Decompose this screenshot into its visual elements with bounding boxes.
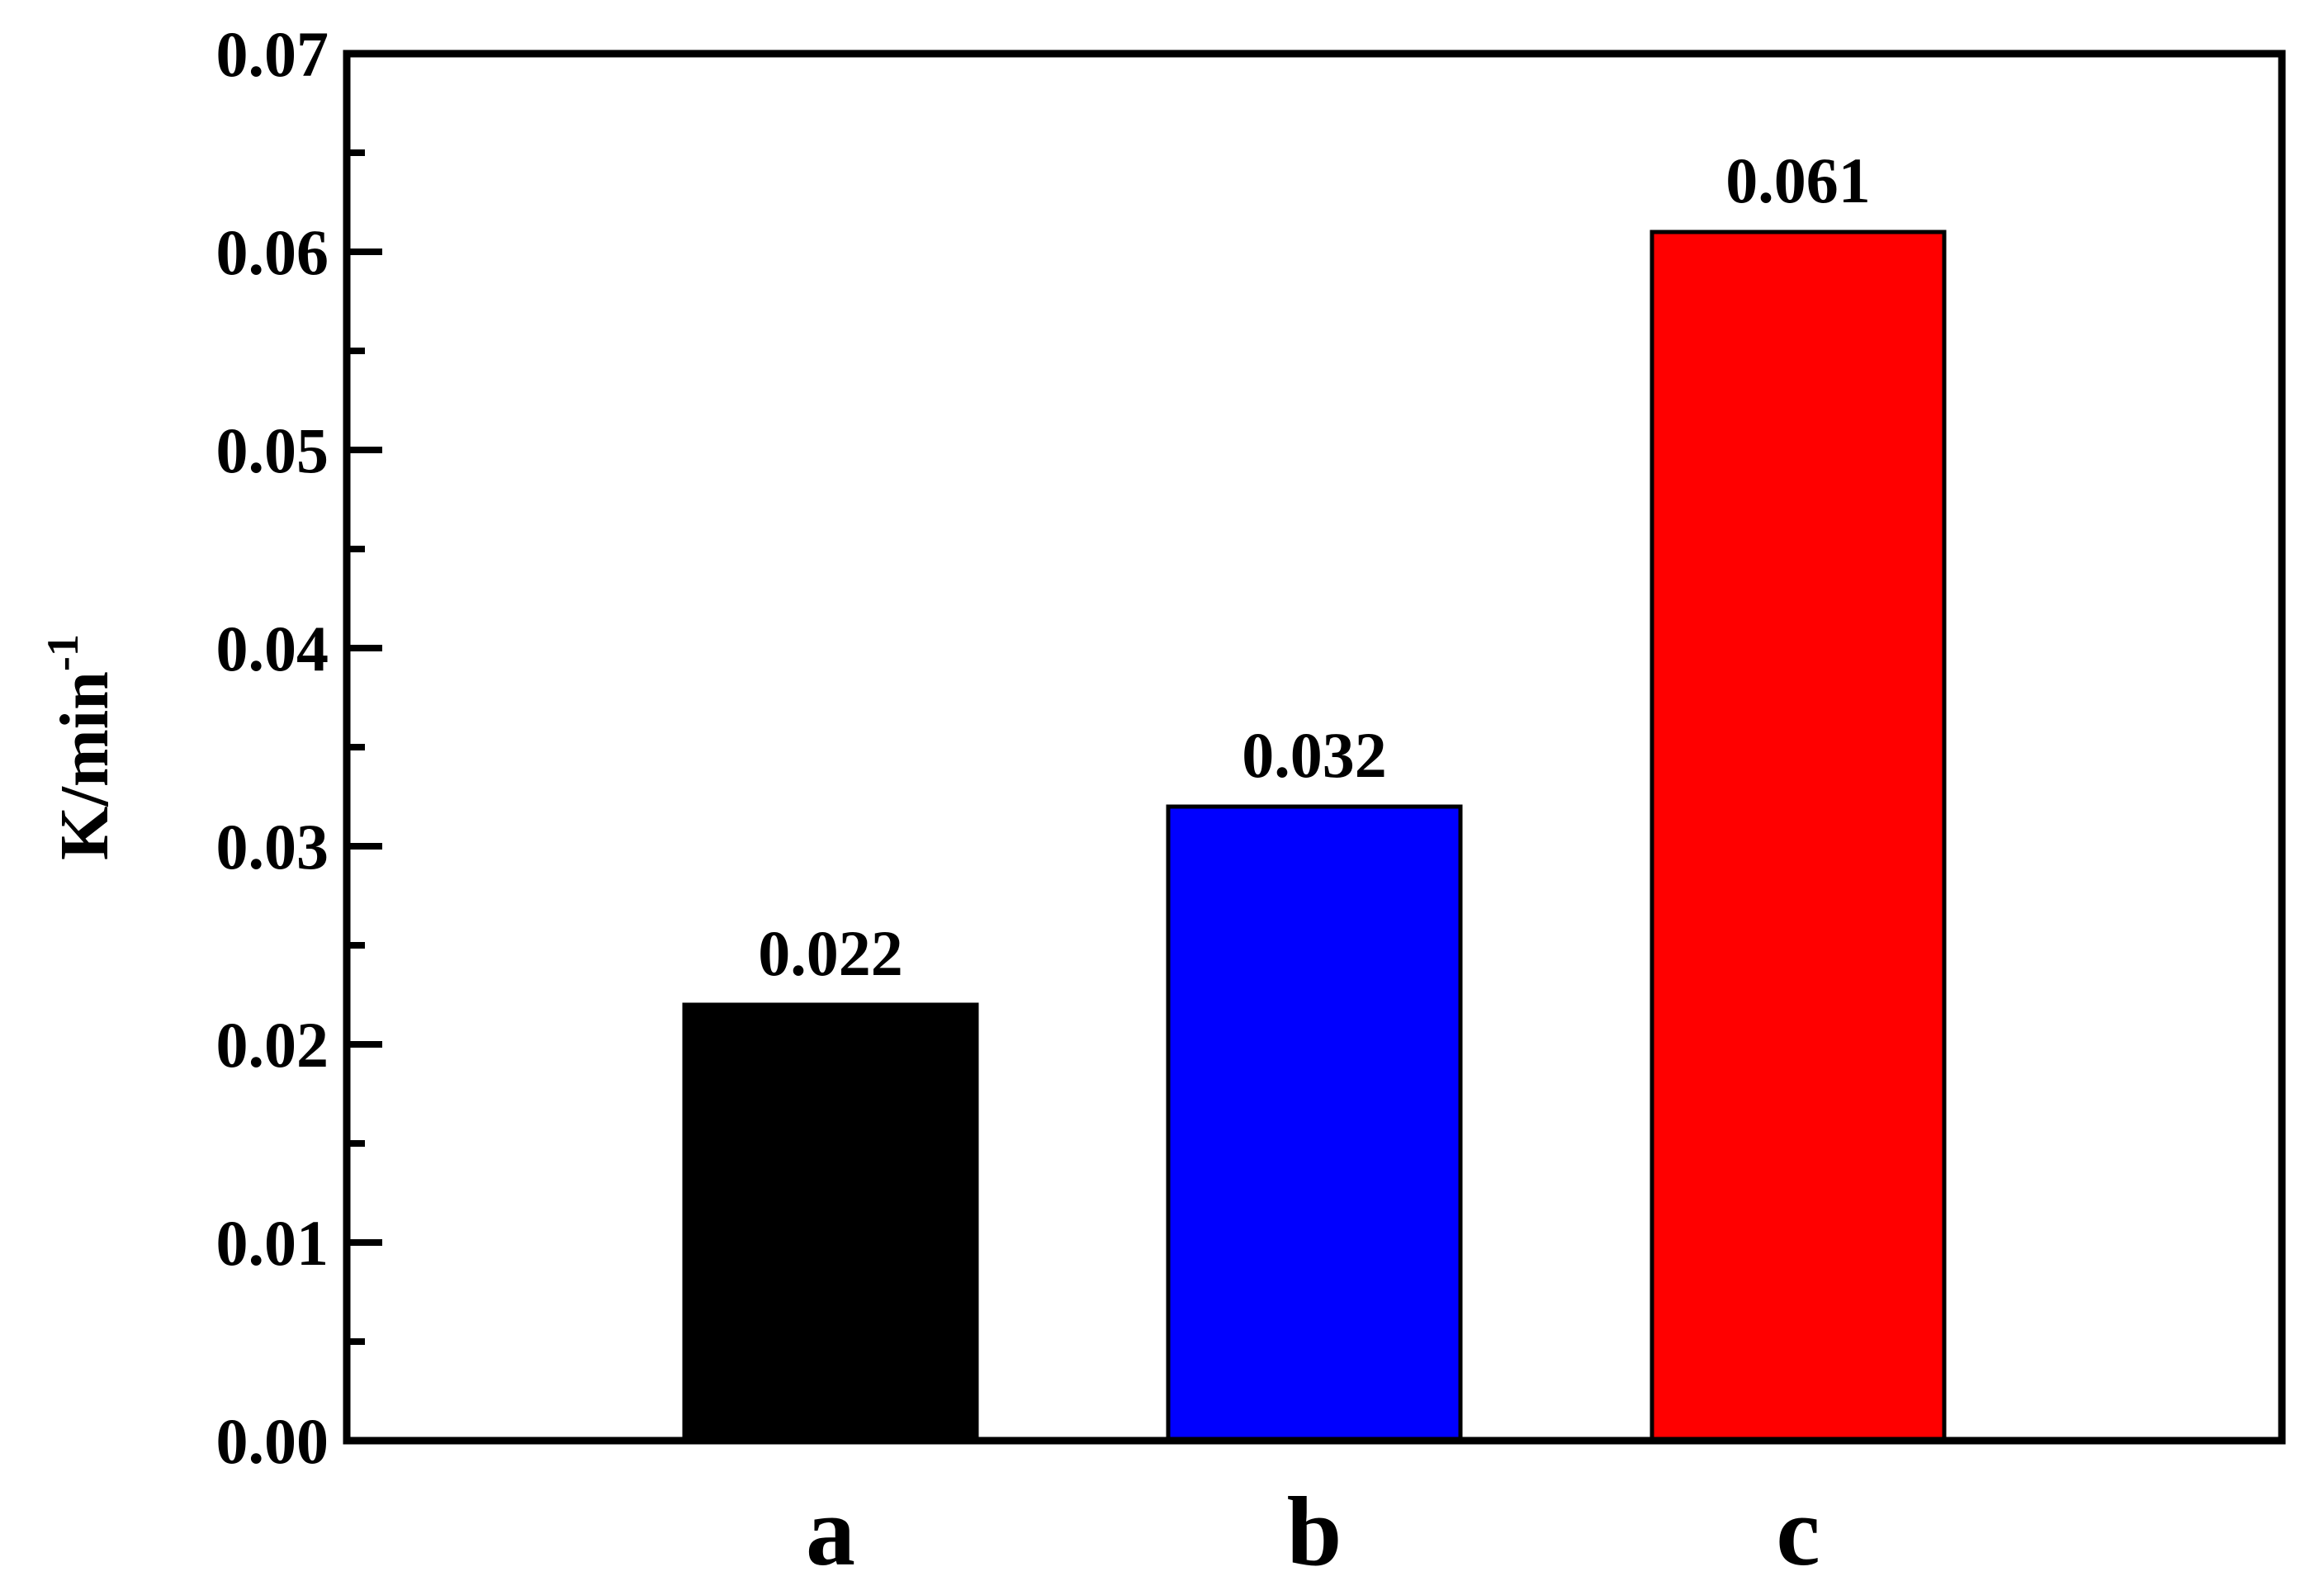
y-tick-label: 0.06 [216, 216, 329, 288]
y-tick-label: 0.03 [216, 811, 329, 883]
y-tick-label: 0.02 [216, 1009, 329, 1081]
y-tick-label: 0.00 [216, 1405, 329, 1477]
value-label: 0.061 [1725, 144, 1871, 216]
bar [682, 1002, 979, 1443]
value-label: 0.032 [1242, 719, 1387, 791]
x-tick-label: a [806, 1476, 855, 1581]
y-tick-label: 0.04 [216, 613, 329, 684]
plot-frame [343, 50, 2286, 1445]
y-tick-label: 0.05 [216, 414, 329, 486]
y-axis-label-sup: -1 [38, 634, 88, 671]
bar [1650, 230, 1947, 1443]
x-tick-label: b [1287, 1476, 1342, 1581]
y-axis-label: K/min-1 [38, 634, 123, 860]
bar [1166, 804, 1463, 1443]
y-tick-label: 0.01 [216, 1207, 329, 1279]
y-axis-label-text: K/min [46, 671, 123, 860]
y-tick-label: 0.07 [216, 18, 329, 90]
x-tick-label: c [1776, 1476, 1820, 1581]
value-label: 0.022 [758, 917, 903, 989]
